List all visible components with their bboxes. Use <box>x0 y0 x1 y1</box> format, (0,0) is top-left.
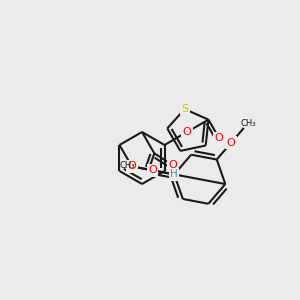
Text: CH₃: CH₃ <box>240 119 256 128</box>
Text: H: H <box>170 169 178 179</box>
Text: O: O <box>183 127 191 137</box>
Text: S: S <box>181 104 188 114</box>
Text: O: O <box>128 161 136 171</box>
Text: O: O <box>227 138 236 148</box>
Text: O: O <box>215 133 224 143</box>
Text: CH₃: CH₃ <box>120 161 135 170</box>
Text: O: O <box>148 165 157 175</box>
Text: O: O <box>168 160 177 170</box>
